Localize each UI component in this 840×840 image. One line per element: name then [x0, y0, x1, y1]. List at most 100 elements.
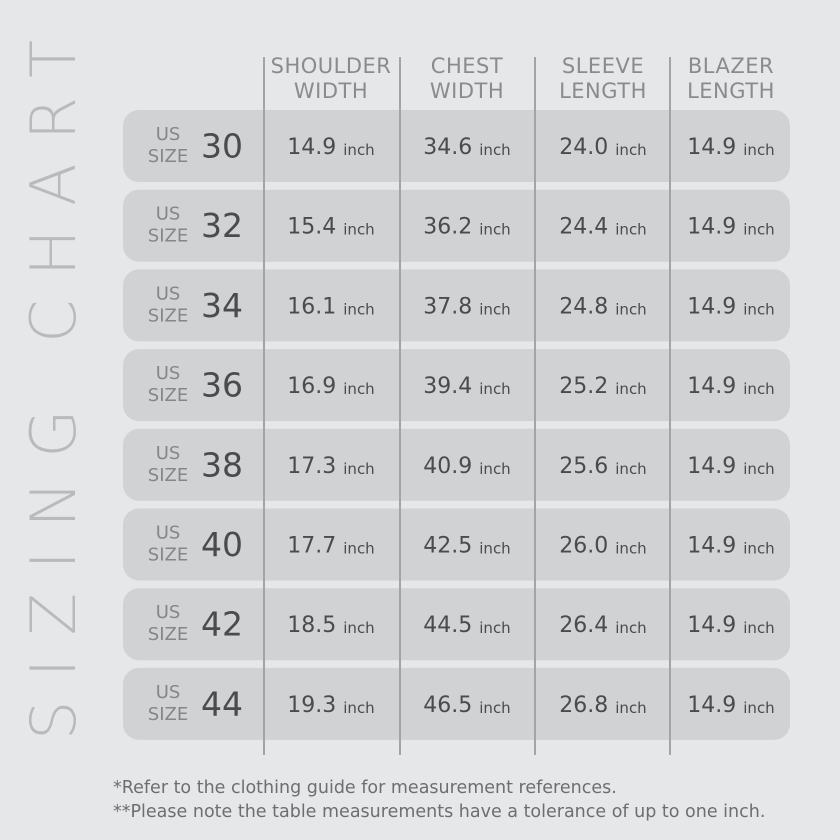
- measurement-unit: inch: [479, 459, 510, 477]
- size-label: US: [156, 443, 181, 464]
- measurement: 14.9 inch: [687, 135, 774, 160]
- column-header: SLEEVE: [562, 54, 644, 78]
- measurement-unit: inch: [615, 141, 646, 159]
- measurement: 14.9 inch: [687, 693, 774, 718]
- measurement-unit: inch: [479, 539, 510, 557]
- measurement-value: 18.5: [287, 613, 336, 638]
- measurement: 39.4 inch: [423, 374, 510, 399]
- measurement-value: 17.7: [287, 534, 336, 559]
- measurement-unit: inch: [615, 698, 646, 716]
- measurement: 37.8 inch: [423, 294, 510, 319]
- measurement-value: 14.9: [687, 693, 736, 718]
- measurement-value: 16.1: [287, 294, 336, 319]
- size-label: SIZE: [148, 704, 188, 725]
- measurement-unit: inch: [343, 220, 374, 238]
- measurement-unit: inch: [479, 220, 510, 238]
- measurement-unit: inch: [343, 300, 374, 318]
- measurement-unit: inch: [743, 539, 774, 557]
- row-background: [123, 189, 790, 262]
- column-header: LENGTH: [559, 79, 647, 103]
- measurement: 26.0 inch: [559, 534, 646, 559]
- size-number: 36: [201, 366, 243, 405]
- measurement: 19.3 inch: [287, 693, 374, 718]
- row-background: [123, 588, 790, 661]
- measurement-value: 14.9: [287, 135, 336, 160]
- column-header: LENGTH: [687, 79, 775, 103]
- measurement: 26.4 inch: [559, 613, 646, 638]
- measurement: 14.9 inch: [687, 534, 774, 559]
- size-label: SIZE: [148, 226, 188, 247]
- row-background: [123, 110, 790, 182]
- size-label: SIZE: [148, 146, 188, 167]
- column-header: SHOULDER: [271, 54, 392, 78]
- measurement-unit: inch: [743, 459, 774, 477]
- measurement-unit: inch: [343, 539, 374, 557]
- size-number: 30: [201, 127, 243, 166]
- measurement: 18.5 inch: [287, 613, 374, 638]
- measurement-unit: inch: [615, 459, 646, 477]
- row-background: [123, 428, 790, 501]
- measurement-value: 25.2: [559, 374, 608, 399]
- measurement-value: 14.9: [687, 294, 736, 319]
- measurement-value: 42.5: [423, 534, 472, 559]
- column-header: WIDTH: [294, 79, 368, 103]
- column-header: BLAZER: [688, 54, 774, 78]
- footnote: **Please note the table measurements hav…: [113, 802, 765, 822]
- size-number: 38: [201, 445, 243, 484]
- row-background: [123, 667, 790, 740]
- measurement-unit: inch: [743, 220, 774, 238]
- measurement: 14.9 inch: [687, 613, 774, 638]
- measurement: 14.9 inch: [687, 215, 774, 240]
- measurement: 46.5 inch: [423, 693, 510, 718]
- measurement-value: 14.9: [687, 613, 736, 638]
- size-label: US: [156, 682, 181, 703]
- measurement-value: 26.4: [559, 613, 608, 638]
- measurement-value: 44.5: [423, 613, 472, 638]
- measurement-unit: inch: [343, 380, 374, 398]
- measurement-value: 14.9: [687, 374, 736, 399]
- measurement: 14.9 inch: [687, 454, 774, 479]
- measurement-value: 39.4: [423, 374, 472, 399]
- measurement-unit: inch: [615, 380, 646, 398]
- measurement-unit: inch: [615, 300, 646, 318]
- measurement-value: 25.6: [559, 454, 608, 479]
- size-label: US: [156, 523, 181, 544]
- measurement-value: 19.3: [287, 693, 336, 718]
- measurement-value: 34.6: [423, 135, 472, 160]
- measurement-value: 16.9: [287, 374, 336, 399]
- size-number: 40: [201, 525, 243, 564]
- measurement: 24.8 inch: [559, 294, 646, 319]
- size-label: SIZE: [148, 305, 188, 326]
- size-label: SIZE: [148, 624, 188, 645]
- row-background: [123, 349, 790, 422]
- measurement-unit: inch: [615, 220, 646, 238]
- measurement-unit: inch: [743, 300, 774, 318]
- measurement: 40.9 inch: [423, 454, 510, 479]
- measurement: 16.9 inch: [287, 374, 374, 399]
- measurement-value: 40.9: [423, 454, 472, 479]
- column-header: WIDTH: [430, 79, 504, 103]
- measurement-value: 24.4: [559, 215, 608, 240]
- row-background: [123, 508, 790, 581]
- measurement-unit: inch: [479, 380, 510, 398]
- measurement: 17.7 inch: [287, 534, 374, 559]
- measurement: 14.9 inch: [287, 135, 374, 160]
- measurement: 42.5 inch: [423, 534, 510, 559]
- measurement-value: 24.0: [559, 135, 608, 160]
- measurement: 14.9 inch: [687, 374, 774, 399]
- measurement-unit: inch: [479, 698, 510, 716]
- measurement-value: 26.8: [559, 693, 608, 718]
- measurement: 15.4 inch: [287, 215, 374, 240]
- measurement: 25.6 inch: [559, 454, 646, 479]
- measurement-unit: inch: [743, 141, 774, 159]
- size-label: US: [156, 602, 181, 623]
- size-label: US: [156, 124, 181, 145]
- measurement: 34.6 inch: [423, 135, 510, 160]
- measurement-unit: inch: [615, 539, 646, 557]
- measurement-unit: inch: [479, 619, 510, 637]
- measurement: 26.8 inch: [559, 693, 646, 718]
- measurement-value: 14.9: [687, 135, 736, 160]
- size-number: 42: [201, 605, 243, 644]
- size-number: 44: [201, 684, 243, 723]
- measurement-value: 26.0: [559, 534, 608, 559]
